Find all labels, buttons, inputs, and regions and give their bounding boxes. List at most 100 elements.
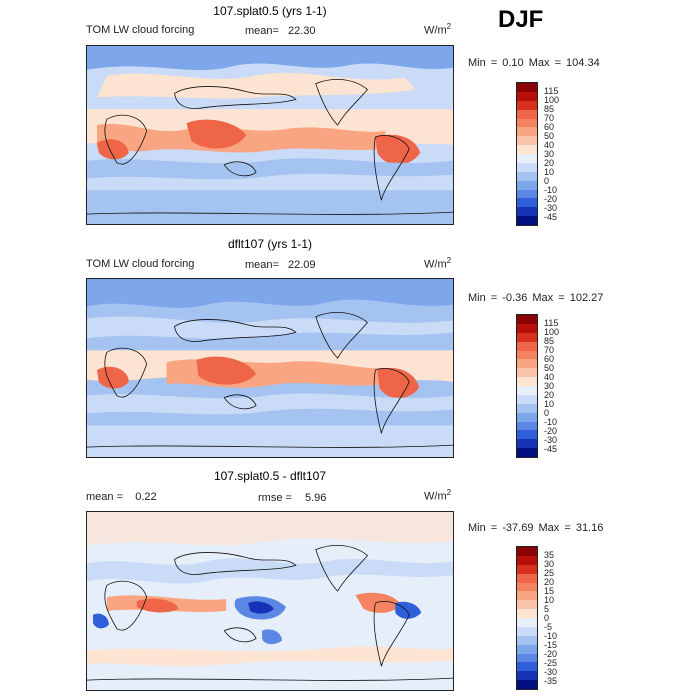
colorbar-tick-label: 30	[544, 381, 555, 391]
colorbar-tick-label: 30	[544, 559, 555, 569]
panel-1-title: 107.splat0.5 (yrs 1-1)	[213, 4, 327, 18]
colorbar-swatch	[517, 662, 537, 672]
colorbar-swatch	[517, 350, 537, 360]
panel-2-colorbar	[516, 314, 538, 458]
panel-1-map-svg	[87, 46, 453, 224]
colorbar-tick-label: -45	[544, 444, 558, 454]
colorbar-swatch	[517, 547, 537, 556]
colorbar-tick-label: 0	[544, 613, 550, 623]
colorbar-swatch	[517, 341, 537, 351]
colorbar-tick-label: -5	[544, 622, 553, 632]
panel-3-map-svg	[87, 512, 453, 690]
panel-2-mean-value: 22.09	[288, 259, 316, 271]
colorbar-swatch	[517, 162, 537, 172]
colorbar-tick-label: 10	[544, 167, 555, 177]
colorbar-tick-label: -10	[544, 631, 558, 641]
colorbar-swatch	[517, 591, 537, 601]
colorbar-swatch	[517, 216, 537, 225]
colorbar-swatch	[517, 564, 537, 574]
colorbar-swatch	[517, 573, 537, 583]
colorbar-swatch	[517, 609, 537, 618]
colorbar-swatch	[517, 394, 537, 404]
colorbar-tick-label: 85	[544, 336, 555, 346]
colorbar-tick-label: 5	[544, 604, 550, 614]
colorbar-tick-label: -30	[544, 203, 558, 213]
colorbar-tick-label: -25	[544, 658, 558, 668]
colorbar-tick-label: -15	[544, 640, 558, 650]
colorbar-swatch	[517, 403, 537, 413]
colorbar-tick-label: -10	[544, 185, 558, 195]
colorbar-swatch	[517, 386, 537, 395]
colorbar-tick-label: -30	[544, 667, 558, 677]
colorbar-swatch	[517, 618, 537, 627]
colorbar-swatch	[517, 377, 537, 386]
colorbar-tick-label: 10	[544, 399, 555, 409]
panel-1-mean-value: 22.30	[288, 25, 316, 37]
colorbar-tick-label: 20	[544, 577, 555, 587]
colorbar-tick-label: -30	[544, 435, 558, 445]
panel-3-title: 107.splat0.5 - dflt107	[213, 469, 327, 483]
colorbar-swatch	[517, 154, 537, 163]
panel-3-minmax: Min = -37.69 Max = 31.16	[468, 522, 604, 534]
panel-3-map	[86, 511, 454, 691]
panel-1-map	[86, 45, 454, 225]
colorbar-swatch	[517, 332, 537, 342]
panel-2-title: dflt107 (yrs 1-1)	[227, 237, 313, 251]
colorbar-swatch	[517, 118, 537, 128]
panel-1-units: W/m2	[424, 22, 451, 37]
panel-2-mean-text: mean=	[245, 259, 279, 271]
colorbar-swatch	[517, 626, 537, 636]
colorbar-tick-label: 30	[544, 149, 555, 159]
colorbar-swatch	[517, 180, 537, 190]
colorbar-tick-label: -45	[544, 212, 558, 222]
colorbar-swatch	[517, 368, 537, 378]
colorbar-tick-label: 70	[544, 113, 555, 123]
colorbar-swatch	[517, 421, 537, 431]
colorbar-swatch	[517, 671, 537, 681]
colorbar-swatch	[517, 644, 537, 654]
colorbar-swatch	[517, 109, 537, 119]
colorbar-tick-label: 15	[544, 586, 555, 596]
panel-1-units-exp: 2	[446, 22, 452, 31]
panel-1-colorbar	[516, 82, 538, 226]
panel-1-mean-label: mean= 22.30	[245, 25, 316, 37]
panel-3-units: W/m2	[424, 488, 451, 503]
panel-2-units-exp: 2	[446, 256, 452, 265]
colorbar-tick-label: 20	[544, 158, 555, 168]
colorbar-swatch	[517, 207, 537, 217]
colorbar-swatch	[517, 323, 537, 333]
colorbar-tick-label: 35	[544, 550, 555, 560]
colorbar-tick-label: -20	[544, 649, 558, 659]
colorbar-tick-label: 0	[544, 408, 550, 418]
colorbar-tick-label: 70	[544, 345, 555, 355]
colorbar-swatch	[517, 359, 537, 369]
colorbar-tick-label: 115	[544, 86, 559, 96]
colorbar-swatch	[517, 439, 537, 449]
colorbar-tick-label: 60	[544, 122, 555, 132]
colorbar-tick-label: 40	[544, 372, 555, 382]
colorbar-tick-label: 50	[544, 363, 555, 373]
panel-2-map	[86, 278, 454, 458]
season-label: DJF	[498, 6, 544, 33]
colorbar-swatch	[517, 171, 537, 181]
panel-3-units-text: W/m	[424, 490, 447, 503]
colorbar-swatch	[517, 600, 537, 610]
panel-3-colorbar	[516, 546, 538, 690]
colorbar-tick-label: 10	[544, 595, 555, 605]
panel-2-units: W/m2	[424, 256, 451, 271]
colorbar-tick-label: 85	[544, 104, 555, 114]
colorbar-tick-label: 0	[544, 176, 550, 186]
colorbar-swatch	[517, 555, 537, 565]
panel-2-variable-label: TOM LW cloud forcing	[86, 258, 195, 270]
colorbar-tick-label: 100	[544, 327, 560, 337]
panel-1-minmax: Min = 0.10 Max = 104.34	[468, 57, 600, 69]
colorbar-swatch	[517, 582, 537, 592]
colorbar-swatch	[517, 136, 537, 146]
colorbar-swatch	[517, 91, 537, 101]
colorbar-swatch	[517, 680, 537, 689]
colorbar-tick-label: -35	[544, 676, 558, 686]
panel-3-rmse-text: rmse =	[258, 492, 292, 504]
colorbar-swatch	[517, 653, 537, 663]
colorbar-tick-label: 60	[544, 354, 555, 364]
colorbar-swatch	[517, 83, 537, 92]
